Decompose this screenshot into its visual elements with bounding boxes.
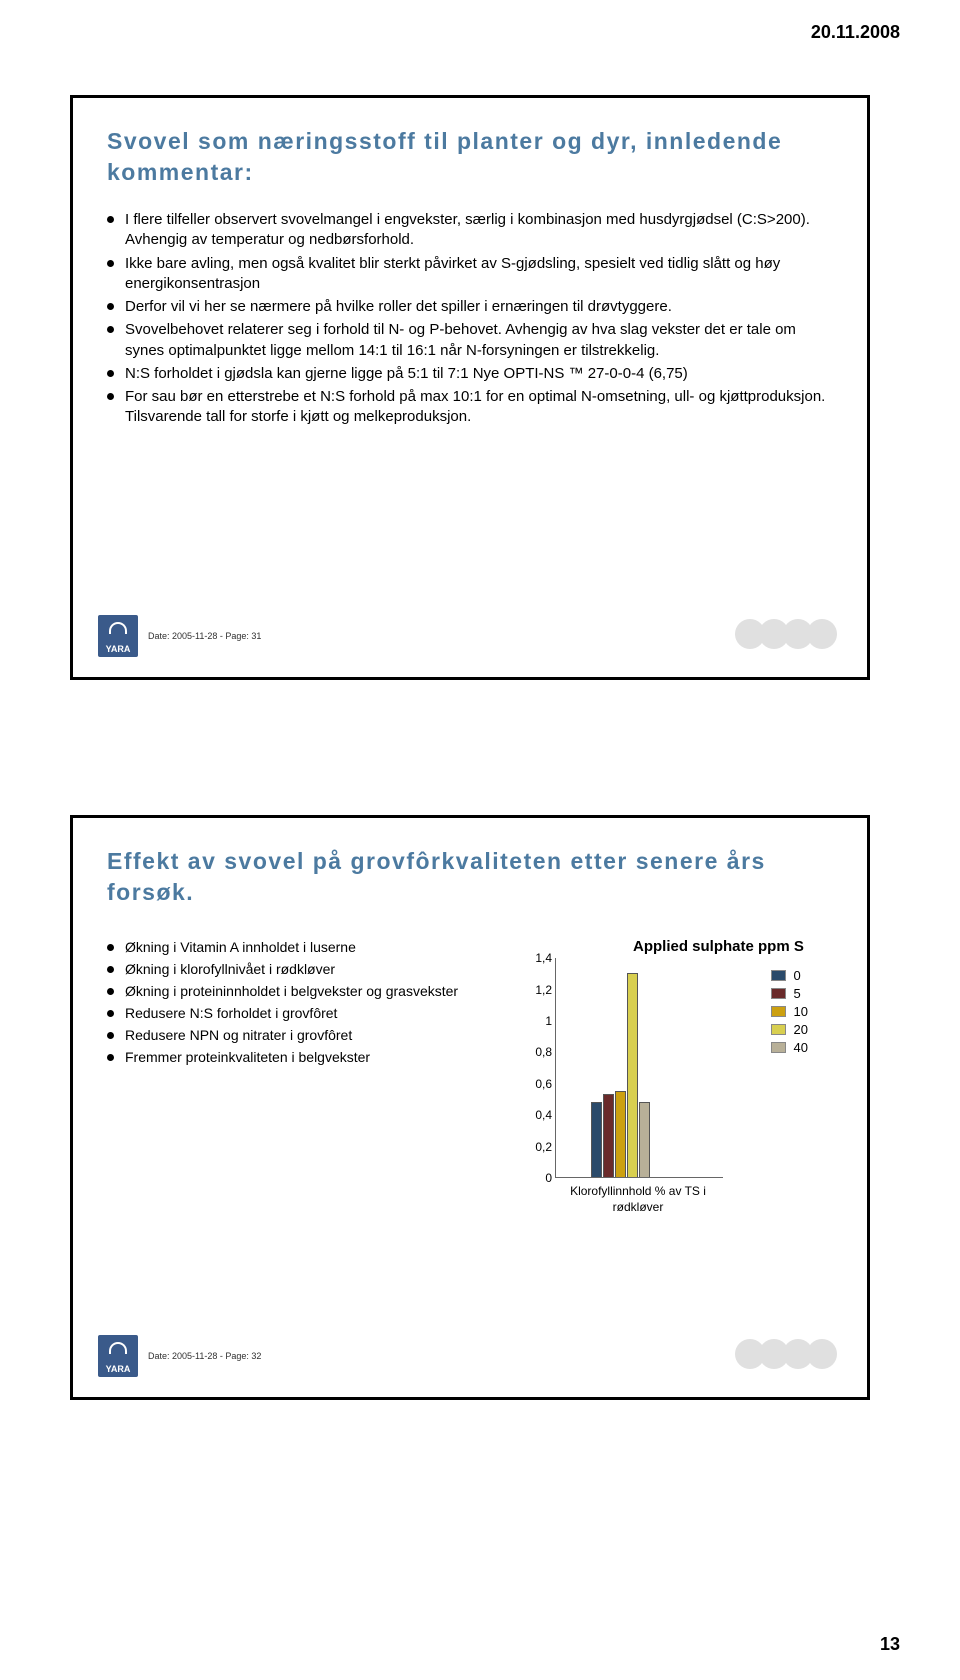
slide2-footer: YARA Date: 2005-11-28 - Page: 32 bbox=[98, 1335, 261, 1377]
bullet-item: Økning i klorofyllnivået i rødkløver bbox=[107, 960, 495, 979]
bullet-item: Fremmer proteinkvaliteten i belgvekster bbox=[107, 1048, 495, 1067]
bullet-item: Svovelbehovet relaterer seg i forhold ti… bbox=[107, 320, 833, 361]
chart-bar bbox=[627, 973, 638, 1177]
legend-label: 0 bbox=[794, 968, 801, 983]
bullet-item: For sau bør en etterstrebe et N:S forhol… bbox=[107, 387, 833, 428]
legend-label: 5 bbox=[794, 986, 801, 1001]
legend-row: 5 bbox=[771, 986, 808, 1001]
legend-swatch-icon bbox=[771, 1042, 786, 1053]
chart-bar bbox=[603, 1094, 614, 1177]
chart-x-label: Klorofyllinnhold % av TS i rødkløver bbox=[553, 1184, 723, 1215]
legend-swatch-icon bbox=[771, 988, 786, 999]
legend-swatch-icon bbox=[771, 1006, 786, 1017]
bullet-item: Derfor vil vi her se nærmere på hvilke r… bbox=[107, 297, 833, 317]
yara-logo-icon: YARA bbox=[98, 1335, 138, 1377]
bullet-item: Ikke bare avling, men også kvalitet blir… bbox=[107, 254, 833, 295]
legend-row: 40 bbox=[771, 1040, 808, 1055]
legend-row: 20 bbox=[771, 1022, 808, 1037]
logo-text: YARA bbox=[106, 644, 131, 654]
chart-legend: 0 5 10 20 40 bbox=[771, 968, 808, 1058]
legend-row: 0 bbox=[771, 968, 808, 983]
y-tick-label: 0,4 bbox=[524, 1108, 552, 1122]
y-tick-label: 0,6 bbox=[524, 1077, 552, 1091]
slide2-footer-text: Date: 2005-11-28 - Page: 32 bbox=[148, 1351, 261, 1361]
slide1-footer: YARA Date: 2005-11-28 - Page: 31 bbox=[98, 615, 261, 657]
footer-dots-icon bbox=[741, 619, 837, 649]
slide2-bullets-col: Økning i Vitamin A innholdet i luserne Ø… bbox=[107, 938, 495, 1069]
slide2-title: Effekt av svovel på grovfôrkvaliteten et… bbox=[107, 846, 833, 908]
bar-chart: 1,41,210,80,60,40,20 Klorofyllinnhold % … bbox=[523, 958, 723, 1215]
page-number: 13 bbox=[880, 1634, 900, 1655]
yara-logo-icon: YARA bbox=[98, 615, 138, 657]
bullet-item: Redusere NPN og nitrater i grovfôret bbox=[107, 1026, 495, 1045]
chart-bar bbox=[639, 1102, 650, 1177]
slide1-bullets: I flere tilfeller observert svovelmangel… bbox=[107, 210, 833, 428]
header-date: 20.11.2008 bbox=[811, 22, 900, 43]
slide1-footer-text: Date: 2005-11-28 - Page: 31 bbox=[148, 631, 261, 641]
y-tick-label: 0,8 bbox=[524, 1045, 552, 1059]
slide1-title: Svovel som næringsstoff til planter og d… bbox=[107, 126, 833, 188]
legend-row: 10 bbox=[771, 1004, 808, 1019]
y-tick-label: 1 bbox=[524, 1014, 552, 1028]
chart-legend-title: Applied sulphate ppm S bbox=[633, 938, 833, 955]
bullet-item: Redusere N:S forholdet i grovfôret bbox=[107, 1004, 495, 1023]
legend-swatch-icon bbox=[771, 1024, 786, 1035]
chart-bar bbox=[591, 1102, 602, 1177]
bullet-item: Økning i Vitamin A innholdet i luserne bbox=[107, 938, 495, 957]
footer-dots-icon bbox=[741, 1339, 837, 1369]
slide-2: Effekt av svovel på grovfôrkvaliteten et… bbox=[70, 815, 870, 1400]
slide2-chart-col: Applied sulphate ppm S 0 5 10 20 40 1,4 1,2 1 0… bbox=[523, 938, 833, 1069]
y-tick-label: 0 bbox=[524, 1171, 552, 1185]
legend-label: 20 bbox=[794, 1022, 808, 1037]
legend-label: 40 bbox=[794, 1040, 808, 1055]
y-tick-label: 1,2 bbox=[524, 983, 552, 997]
legend-label: 10 bbox=[794, 1004, 808, 1019]
logo-text: YARA bbox=[106, 1364, 131, 1374]
bullet-item: Økning i proteininnholdet i belgvekster … bbox=[107, 982, 495, 1001]
bullet-item: N:S forholdet i gjødsla kan gjerne ligge… bbox=[107, 364, 833, 384]
slide-1: Svovel som næringsstoff til planter og d… bbox=[70, 95, 870, 680]
y-tick-label: 1,4 bbox=[524, 951, 552, 965]
y-tick-label: 0,2 bbox=[524, 1140, 552, 1154]
bullet-item: I flere tilfeller observert svovelmangel… bbox=[107, 210, 833, 251]
chart-bar bbox=[615, 1091, 626, 1177]
legend-swatch-icon bbox=[771, 970, 786, 981]
